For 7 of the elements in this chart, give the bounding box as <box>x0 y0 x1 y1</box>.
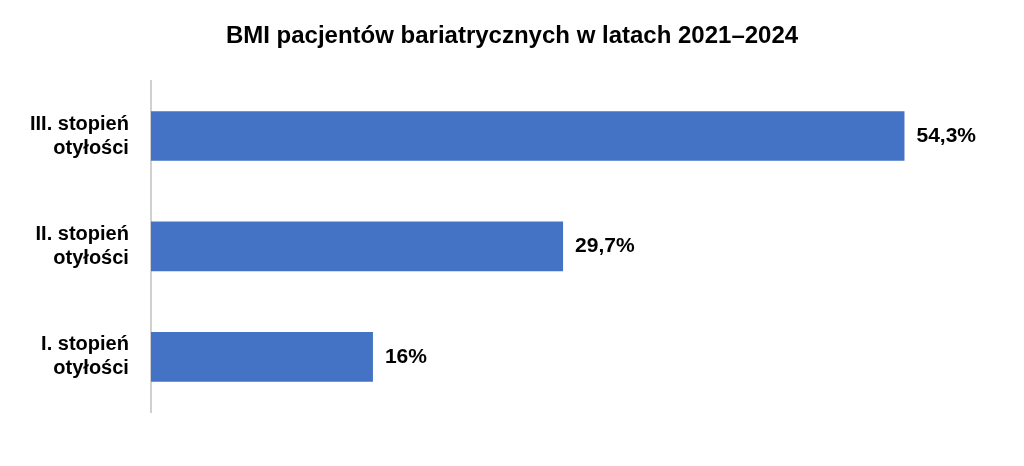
data-label: 54,3% <box>916 122 977 146</box>
y-tick-label: I. stopień otyłości <box>41 332 129 379</box>
y-tick-label: III. stopień otyłości <box>29 111 129 158</box>
y-tick-label: II. stopień otyłości <box>35 221 129 268</box>
chart-title: BMI pacjentów bariatrycznych w latach 2021–2024 <box>225 21 799 49</box>
data-label: 16% <box>384 343 428 367</box>
data-label: 29,7% <box>575 233 635 257</box>
